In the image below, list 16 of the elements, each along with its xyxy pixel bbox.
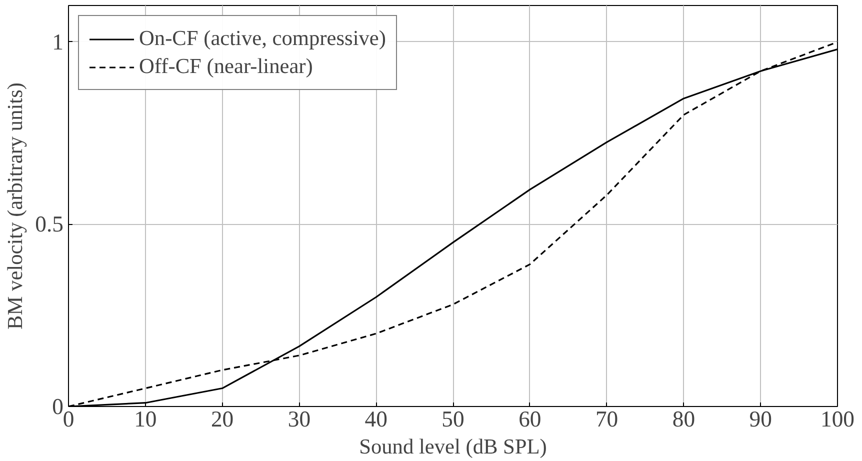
x-axis-title: Sound level (dB SPL) (359, 434, 547, 458)
y-axis-title: BM velocity (arbitrary units) (3, 82, 28, 330)
x-tick-label: 40 (364, 406, 388, 432)
x-tick-label: 80 (672, 406, 696, 432)
legend-label: On-CF (active, compressive) (139, 26, 386, 51)
x-tick-label: 50 (442, 406, 464, 432)
x-tick-label: 30 (288, 406, 311, 432)
x-tick-label: 20 (210, 406, 234, 432)
x-tick-label: 10 (134, 406, 157, 432)
y-tick-label: 0.5 (35, 212, 64, 237)
x-tick-label: 70 (595, 406, 618, 432)
x-tick-label: 90 (749, 406, 772, 432)
x-tick-label: 60 (518, 406, 542, 432)
legend-label: Off-CF (near-linear) (139, 54, 313, 79)
y-tick-label: 1 (52, 29, 64, 54)
x-tick-label: 100 (820, 406, 854, 432)
